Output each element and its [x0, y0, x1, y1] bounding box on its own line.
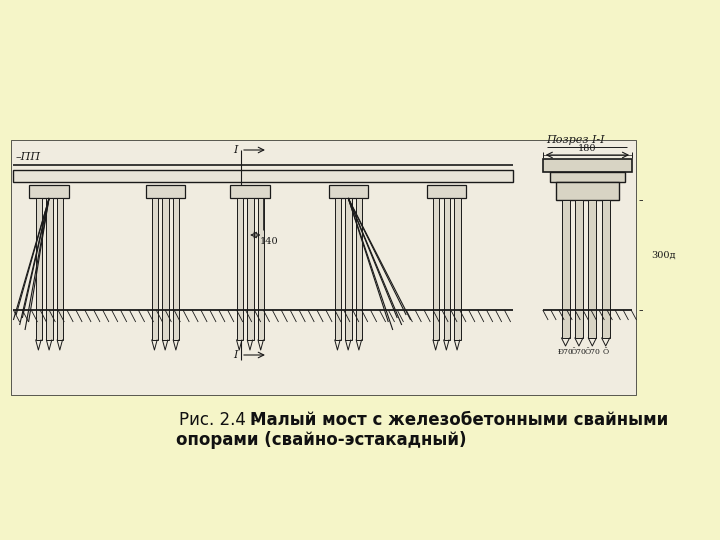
Bar [145, 185, 185, 198]
Text: Малый мост с железобетонными свайными: Малый мост с железобетонными свайными [250, 411, 668, 429]
Bar [454, 198, 461, 340]
Bar [335, 198, 341, 340]
Text: Ð70: Ð70 [557, 348, 573, 356]
Bar [30, 185, 68, 198]
Bar [36, 198, 42, 340]
Text: Позрез I-I: Позрез I-I [546, 135, 605, 145]
Text: Ô70: Ô70 [585, 348, 600, 356]
Text: I: I [233, 145, 238, 155]
Text: Ô70: Ô70 [571, 348, 587, 356]
Bar [237, 198, 243, 340]
Bar [163, 198, 168, 340]
Bar [575, 200, 583, 338]
Text: опорами (свайно-эстакадный): опорами (свайно-эстакадный) [176, 431, 467, 449]
Bar [174, 198, 179, 340]
Bar [543, 159, 632, 172]
Bar [602, 200, 610, 338]
Bar [247, 198, 253, 340]
Bar [433, 198, 439, 340]
Text: Рис. 2.4 –: Рис. 2.4 – [179, 411, 264, 429]
Bar [427, 185, 466, 198]
Bar [11, 140, 636, 395]
Bar [258, 198, 264, 340]
Text: –ПП: –ПП [16, 152, 41, 162]
Text: Ô: Ô [603, 348, 609, 356]
Bar [444, 198, 450, 340]
Text: 300д: 300д [652, 251, 676, 260]
Bar [230, 185, 269, 198]
Text: I: I [233, 350, 238, 360]
Bar [562, 200, 570, 338]
Bar [550, 172, 625, 182]
Bar [588, 200, 596, 338]
Bar [328, 185, 368, 198]
Text: 180: 180 [578, 144, 597, 153]
Text: 140: 140 [260, 237, 279, 246]
Bar [46, 198, 53, 340]
Bar [57, 198, 63, 340]
Bar [152, 198, 158, 340]
Bar [14, 170, 513, 182]
Bar [346, 198, 352, 340]
Bar [556, 182, 618, 200]
Bar [356, 198, 362, 340]
